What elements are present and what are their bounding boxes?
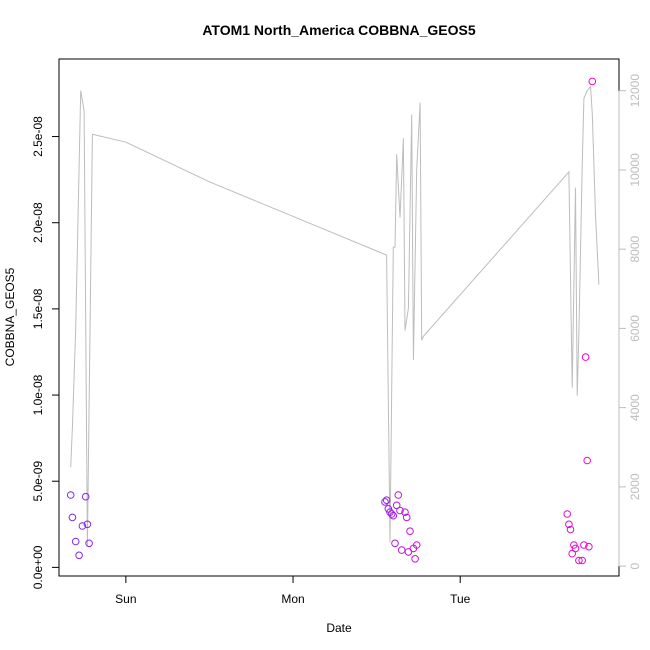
data-point (412, 541, 421, 549)
data-point (75, 551, 83, 560)
data-point (387, 510, 396, 518)
data-point (585, 542, 593, 551)
y-tick-label: 2.5e-08 (31, 116, 45, 157)
data-point (404, 548, 413, 556)
data-point (406, 527, 414, 536)
data-point (411, 555, 419, 563)
data-point (570, 541, 578, 549)
data-point (394, 491, 403, 499)
data-point (568, 549, 577, 558)
data-point (68, 513, 77, 522)
data-point (389, 511, 398, 520)
data-point (580, 541, 588, 549)
point-series (66, 77, 597, 565)
data-point (391, 539, 399, 548)
y-tick-label: 2.0e-08 (31, 202, 45, 243)
y-axis-right: 0 2000 4000 6000 8000 10000 12000 (618, 74, 642, 569)
data-point (563, 510, 572, 518)
y-tick-label: 1.5e-08 (31, 288, 45, 329)
data-point (397, 546, 406, 554)
x-axis: Sun Mon Tue (115, 575, 471, 606)
y-tick-label: 5.0e-09 (31, 461, 45, 502)
data-point (581, 353, 590, 361)
data-point (381, 498, 389, 506)
y-axis-left: 0.0e+00 5.0e-09 1.0e-08 1.5e-08 2.0e-08 2.5e-… (31, 116, 60, 589)
y2-tick-label: 12000 (628, 74, 642, 108)
data-point (402, 513, 411, 522)
data-point (85, 539, 93, 548)
data-point (588, 77, 597, 86)
data-point (71, 537, 80, 546)
series-line (70, 85, 600, 547)
x-tick-label: Tue (450, 592, 471, 606)
data-point (565, 520, 573, 529)
data-point (81, 492, 90, 501)
data-point (566, 525, 575, 534)
data-point (78, 522, 87, 530)
data-point (392, 501, 401, 510)
x-tick-label: Sun (115, 592, 136, 606)
y2-tick-label: 2000 (628, 473, 642, 500)
data-point (575, 556, 583, 565)
y2-tick-label: 10000 (628, 153, 642, 187)
x-axis-label: Date (326, 621, 352, 635)
y2-tick-label: 4000 (628, 394, 642, 421)
data-point (83, 520, 92, 529)
line-series (70, 85, 600, 547)
data-point (578, 556, 587, 565)
data-point (571, 544, 580, 553)
data-point (401, 508, 409, 517)
y-tick-label: 1.0e-08 (31, 374, 45, 415)
data-point (382, 496, 391, 505)
data-point (583, 456, 592, 465)
y-tick-label: 0.0e+00 (31, 545, 45, 589)
data-point (66, 491, 75, 499)
x-tick-label: Mon (281, 592, 304, 606)
data-point (396, 506, 404, 515)
y2-tick-label: 6000 (628, 315, 642, 342)
chart-title: ATOM1 North_America COBBNA_GEOS5 (202, 22, 476, 38)
y-axis-label: COBBNA_GEOS5 (3, 267, 17, 366)
y2-tick-label: 8000 (628, 235, 642, 262)
y2-tick-label: 0 (628, 562, 642, 569)
